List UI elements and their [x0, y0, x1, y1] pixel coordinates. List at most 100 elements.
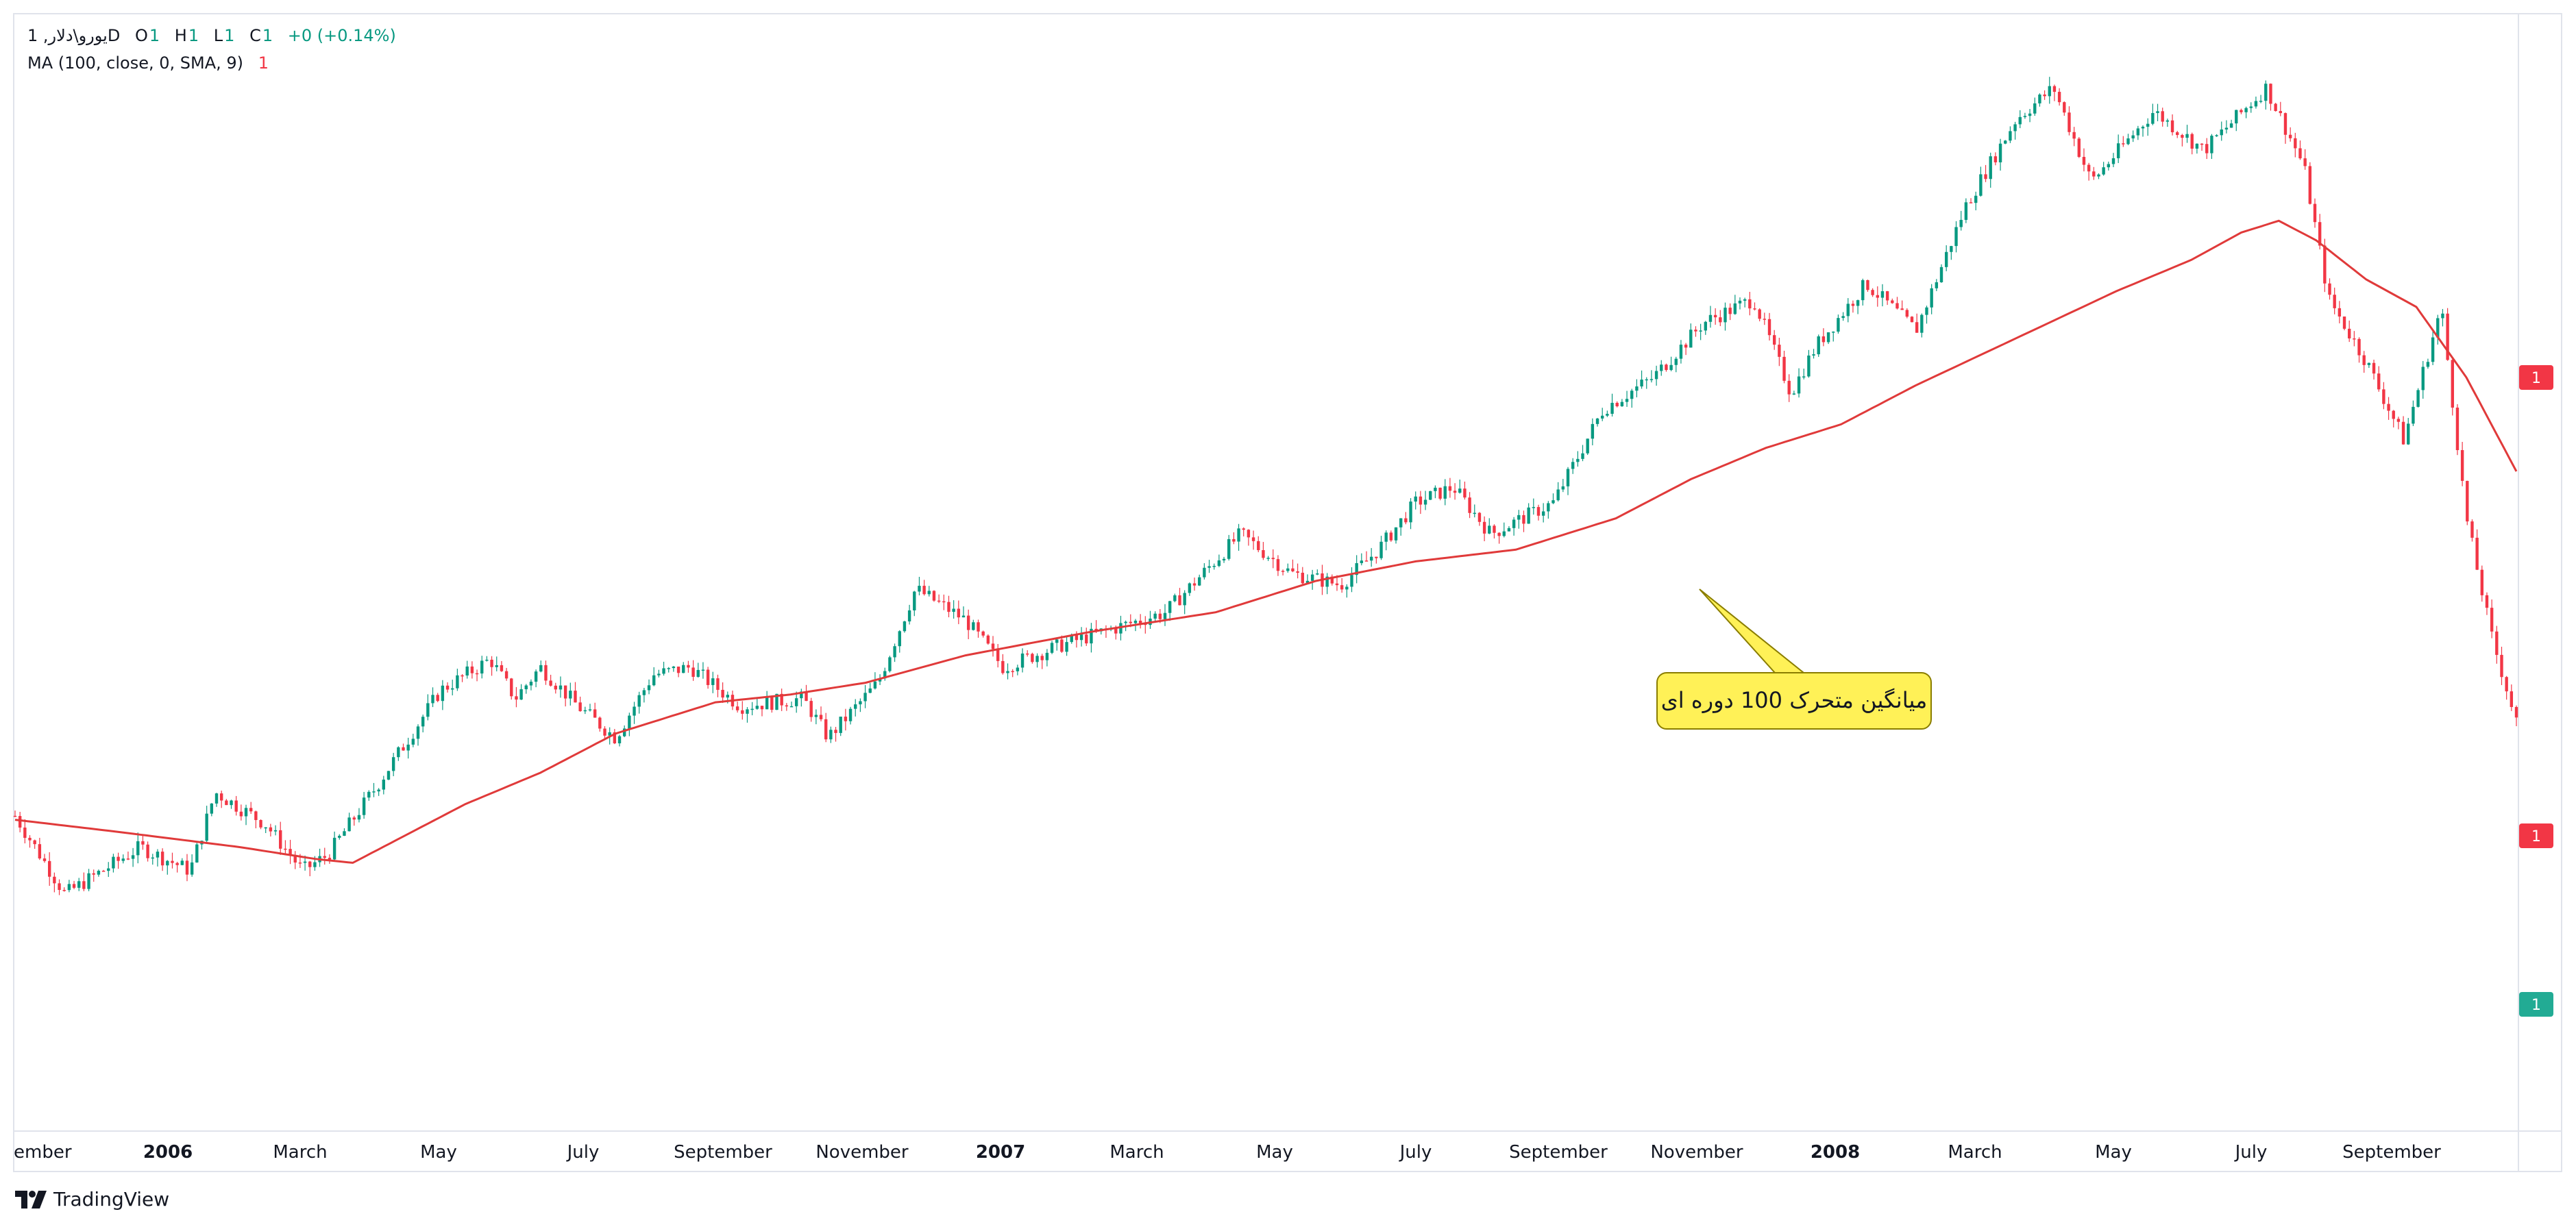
candle [1959, 210, 1963, 231]
candle [1399, 518, 1403, 536]
candle [1876, 286, 1879, 307]
symbol-legend[interactable]: یورو\دلار, 1D O1 H1 L1 C1 +0 (+0.14%) [27, 26, 397, 45]
candle [1379, 536, 1383, 560]
candle [406, 737, 410, 759]
candle [633, 702, 636, 724]
candle [2485, 592, 2489, 615]
candle [480, 656, 484, 679]
candle [539, 660, 543, 673]
candle [2087, 162, 2091, 181]
candle [239, 804, 243, 821]
candle [2490, 599, 2494, 639]
candle [2367, 362, 2371, 368]
candle [2033, 97, 2037, 116]
candle [504, 667, 508, 681]
close-label: C [249, 26, 261, 45]
indicator-legend[interactable]: MA (100, close, 0, SMA, 9) 1 [27, 53, 270, 73]
candle [569, 682, 572, 706]
candle [2244, 106, 2248, 119]
candle [2102, 162, 2105, 176]
candle [981, 630, 985, 638]
candle [952, 600, 955, 619]
indicator-name[interactable]: MA (100, close, 0, SMA, 9) [27, 53, 244, 73]
candle [58, 879, 61, 895]
svg-text:1: 1 [2531, 370, 2541, 387]
candle [1438, 487, 1442, 501]
candle [293, 851, 297, 869]
candle [2480, 565, 2484, 602]
candle [1522, 510, 1525, 532]
candle [205, 806, 208, 843]
candle [1606, 410, 1609, 417]
candle [116, 852, 120, 869]
time-axis-label: March [1948, 1142, 2002, 1163]
candle [2269, 83, 2272, 111]
tradingview-watermark[interactable]: TradingView [15, 1188, 169, 1211]
candle [1556, 482, 1560, 502]
candle [1738, 297, 1742, 310]
candle [1871, 288, 1874, 297]
time-axis-label: May [420, 1142, 457, 1163]
candle [2421, 360, 2425, 399]
candle [1994, 152, 1998, 166]
candle [603, 726, 606, 741]
candle [2156, 103, 2159, 121]
candle [1630, 388, 1634, 408]
candle [1640, 370, 1643, 389]
candle [1144, 616, 1147, 634]
candle [1979, 166, 1983, 197]
candle [1419, 491, 1423, 515]
candle [1748, 291, 1752, 316]
candle [2416, 388, 2420, 408]
candle [913, 591, 916, 617]
candle [1502, 522, 1506, 538]
time-axis-label: September [674, 1142, 772, 1163]
candle [1846, 298, 1850, 323]
candle [1207, 560, 1211, 573]
time-axis-label: 2007 [976, 1142, 1025, 1163]
candle [2018, 110, 2022, 129]
candle [893, 643, 896, 662]
candle [1964, 198, 1968, 223]
moving-average-line [14, 219, 2518, 864]
candle [1482, 516, 1486, 541]
candle [2210, 134, 2213, 159]
candle [47, 852, 51, 887]
annotation-callout[interactable]: میانگین متحرک 100 دوره ای [1656, 588, 1932, 730]
candle [352, 815, 356, 826]
candle [824, 712, 828, 743]
candle [2013, 121, 2017, 140]
candle [2279, 101, 2282, 116]
candle [785, 703, 789, 711]
candle [1950, 245, 1953, 260]
candle [746, 707, 749, 723]
candle [2043, 90, 2046, 100]
candle [1728, 303, 1732, 321]
candle [2313, 198, 2317, 228]
candle [598, 716, 602, 732]
candle [1340, 578, 1344, 593]
candle [1242, 527, 1245, 536]
candle [1595, 417, 1599, 427]
time-axis-label: ember [14, 1142, 72, 1163]
candle [2362, 351, 2366, 373]
candle [2092, 166, 2096, 180]
candle [918, 576, 921, 596]
candle [1477, 512, 1482, 526]
candle [613, 729, 617, 745]
candle [682, 662, 685, 673]
time-axis-label: 2008 [1811, 1142, 1860, 1163]
candle [1939, 264, 1943, 283]
candle [347, 813, 351, 832]
candle [839, 717, 842, 736]
candle [1817, 334, 1820, 357]
symbol-name[interactable]: یورو\دلار, 1D [27, 26, 121, 45]
candle [1414, 491, 1417, 510]
candle [160, 848, 164, 871]
candle [1006, 663, 1009, 680]
candle [2072, 127, 2076, 147]
candle [195, 843, 199, 863]
candle [289, 839, 292, 865]
candle [387, 770, 391, 780]
